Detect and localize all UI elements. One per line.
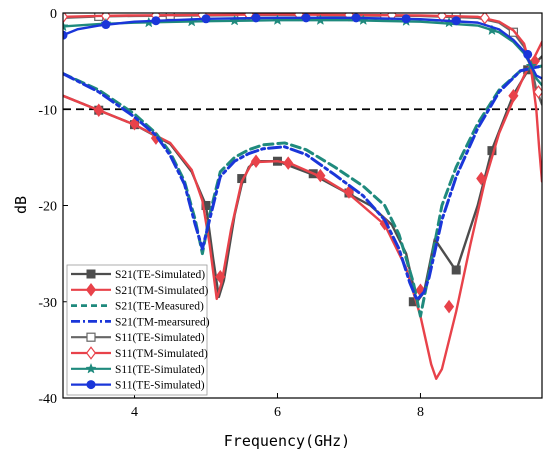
- data-point-star: [63, 20, 69, 32]
- series-line-2: [63, 40, 542, 380]
- legend-label: S11(TE-Simulated): [115, 364, 205, 376]
- series-3: [63, 64, 542, 318]
- data-point-diamond: [315, 168, 326, 183]
- data-point-circle: [251, 13, 261, 23]
- series-line-7: [63, 19, 542, 87]
- x-tick-label: 4: [131, 405, 138, 420]
- data-point-diamond: [63, 13, 69, 24]
- x-tick-label: 8: [417, 405, 424, 420]
- series-line-3: [63, 64, 542, 318]
- data-point-circle: [351, 13, 361, 23]
- data-point-diamond: [533, 85, 542, 99]
- data-point-circle: [301, 13, 311, 23]
- data-point-diamond: [85, 283, 97, 297]
- data-point-star: [271, 14, 284, 26]
- y-tick-label: -40: [38, 392, 57, 407]
- legend-label: S21(TE-Measured): [115, 301, 204, 313]
- data-point-circle: [101, 20, 111, 30]
- legend: S21(TE-Simulated) S21(TM-Simulated) S21(TE…: [66, 264, 210, 396]
- legend-item: S21(TE-Measured): [71, 301, 204, 313]
- legend-item: S11(TE-Simulated): [71, 332, 205, 344]
- series-2: [63, 40, 542, 380]
- data-point-diamond: [283, 156, 294, 170]
- data-point-diamond: [250, 154, 262, 168]
- series-line-4: [63, 64, 542, 302]
- legend-label: S21(TE-Simulated): [115, 269, 205, 281]
- y-tick-label: -30: [38, 296, 57, 311]
- series-line-6: [63, 13, 542, 183]
- data-point-circle: [451, 16, 461, 26]
- data-point-circle: [523, 49, 533, 59]
- y-tick-label: -20: [38, 200, 57, 215]
- data-point-square: [451, 265, 461, 275]
- legend-item: S11(TE-Simulated): [71, 380, 205, 392]
- tick-layer: 4 6 8 0 -10 -20 -30 -40: [38, 7, 424, 420]
- data-point-square-open: [86, 332, 96, 342]
- data-point-diamond: [85, 346, 97, 360]
- legend-label: S21(TM-mearsured): [115, 316, 210, 328]
- data-point-square: [201, 201, 211, 210]
- series-line-5: [63, 13, 542, 106]
- series-8: [63, 13, 542, 80]
- legend-label: S11(TE-Simulated): [115, 332, 205, 344]
- x-axis-title: Frequency(GHz): [224, 432, 350, 450]
- y-tick-label: 0: [50, 7, 57, 22]
- data-point-diamond: [476, 171, 487, 186]
- data-point-circle: [201, 14, 211, 24]
- data-point-circle: [151, 16, 161, 26]
- y-tick-label: -10: [38, 103, 57, 118]
- legend-item: S21(TM-mearsured): [71, 316, 210, 328]
- data-point-diamond: [479, 13, 490, 25]
- series-4: [63, 64, 542, 302]
- data-point-circle: [63, 30, 68, 40]
- data-point-diamond: [215, 269, 226, 284]
- data-point-diamond: [129, 116, 140, 131]
- legend-label: S11(TE-Simulated): [115, 380, 205, 392]
- legend-item: S21(TM-Simulated): [71, 283, 208, 297]
- x-tick-label: 6: [274, 405, 281, 420]
- data-point-diamond: [443, 299, 455, 314]
- data-point-diamond: [343, 185, 355, 199]
- data-point-star: [186, 15, 198, 27]
- legend-item: S11(TM-Simulated): [71, 346, 208, 360]
- series-layer: [63, 13, 542, 380]
- series-6: [63, 13, 542, 183]
- data-point-star: [85, 362, 97, 374]
- legend-label: S11(TM-Simulated): [115, 348, 208, 360]
- legend-item: S21(TE-Simulated): [71, 269, 205, 281]
- data-point-circle: [401, 14, 411, 24]
- data-point-circle: [86, 380, 96, 390]
- legend-item: S11(TE-Simulated): [71, 362, 205, 376]
- series-7: [63, 14, 542, 87]
- y-axis-title: dB: [12, 196, 30, 214]
- legend-label: S21(TM-Simulated): [115, 285, 208, 297]
- data-point-diamond: [93, 103, 104, 117]
- data-point-diamond: [508, 89, 519, 103]
- data-point-square: [86, 269, 96, 279]
- series-line-8: [63, 16, 542, 80]
